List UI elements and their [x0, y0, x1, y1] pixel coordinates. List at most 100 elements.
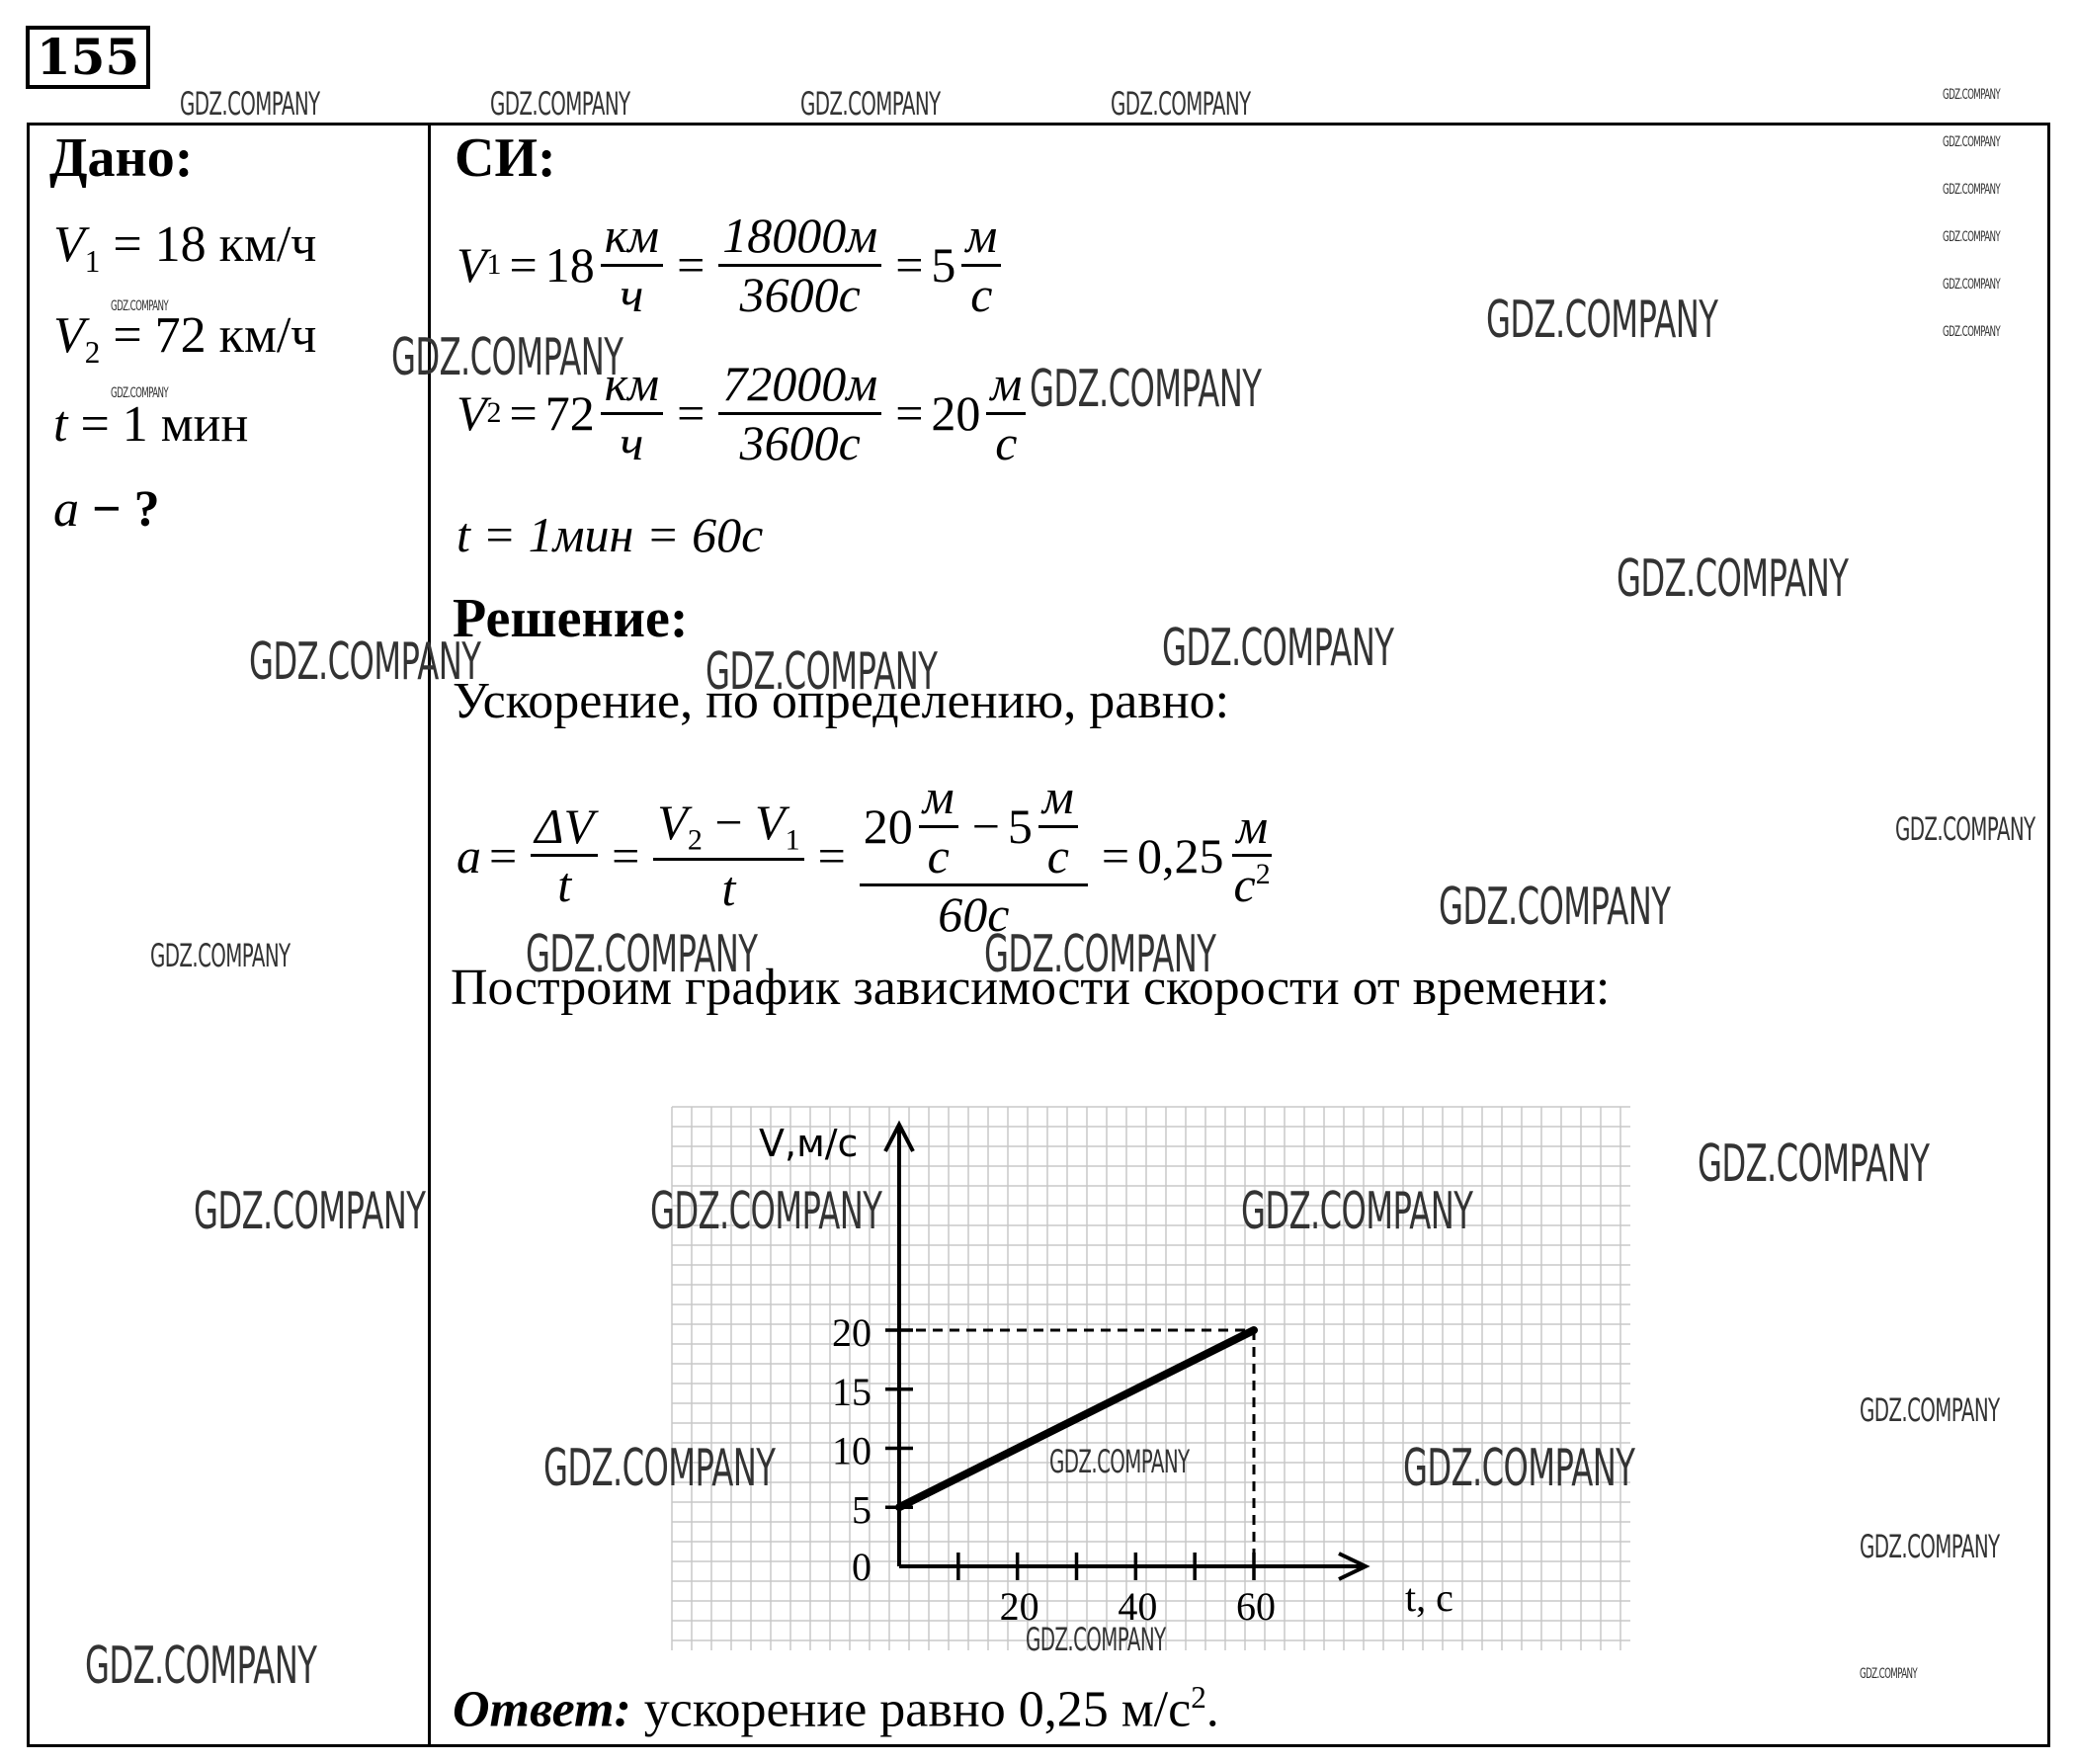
watermark: GDZ.COMPANY	[1049, 1443, 1190, 1480]
subscript: 1	[486, 248, 502, 281]
v2-symbol: V	[657, 795, 688, 850]
equals: =	[677, 385, 706, 441]
symbol: V	[53, 307, 85, 364]
given-t: t = 1 мин	[53, 395, 248, 454]
watermark: GDZ.COMPANY	[180, 85, 320, 123]
numerator: м	[1232, 800, 1273, 858]
watermark: GDZ.COMPANY	[526, 925, 758, 984]
problem-number: 155	[26, 26, 150, 89]
watermark: GDZ.COMPANY	[1860, 1666, 1918, 1682]
equals: =	[677, 237, 706, 293]
solution-intro: Ускорение, по определению, равно:	[453, 673, 1230, 729]
y-tick-label: 10	[832, 1429, 872, 1473]
watermark: GDZ.COMPANY	[1943, 277, 2001, 293]
watermark: GDZ.COMPANY	[1403, 1439, 1635, 1498]
equals: =	[895, 385, 924, 441]
result-unit: м с2	[1230, 800, 1275, 911]
given-v1: V1 = 18 км/ч	[53, 215, 316, 280]
denominator: t	[557, 857, 572, 913]
y-tick-label: 5	[852, 1487, 872, 1532]
si-title: СИ:	[455, 127, 556, 189]
watermark: GDZ.COMPANY	[1860, 1391, 2000, 1429]
symbol: a	[456, 827, 481, 883]
y-axis-label: V,м/с	[759, 1122, 858, 1165]
watermark: GDZ.COMPANY	[650, 1182, 882, 1241]
x-tick-label: 60	[1236, 1584, 1276, 1629]
numerator: км	[600, 358, 664, 415]
subscript: 2	[84, 334, 101, 370]
value: = 72 км/ч	[100, 307, 317, 364]
velocity-difference-fraction: V2 − V1 t	[653, 795, 804, 915]
watermark: GDZ.COMPANY	[1943, 324, 2001, 340]
watermark: GDZ.COMPANY	[1241, 1182, 1473, 1241]
subscript: 1	[785, 823, 800, 857]
watermark: GDZ.COMPANY	[194, 1182, 426, 1241]
given-v2: V2 = 72 км/ч	[53, 306, 316, 371]
subscript: 2	[687, 823, 703, 857]
denominator: 3600с	[739, 414, 861, 470]
equals: =	[817, 827, 846, 883]
watermark: GDZ.COMPANY	[85, 1637, 317, 1696]
given-unknown: a − ?	[53, 480, 160, 539]
watermark: GDZ.COMPANY	[1617, 549, 1849, 609]
value: = 18 км/ч	[100, 216, 317, 273]
numerator: 18000м	[718, 210, 882, 267]
y-tick-label: 0	[852, 1545, 872, 1589]
velocity-line	[895, 1326, 1258, 1512]
equals: =	[1101, 827, 1130, 883]
numerator: 72000м	[718, 358, 882, 415]
numerator: м	[961, 210, 1002, 267]
given-title: Дано:	[49, 127, 194, 189]
answer: Ответ: ускорение равно 0,25 м/с2.	[453, 1680, 1219, 1739]
watermark: GDZ.COMPANY	[249, 632, 481, 692]
v2-value: 20	[863, 798, 913, 854]
solution-title: Решение:	[453, 588, 689, 649]
watermark: GDZ.COMPANY	[1895, 810, 2035, 848]
watermark: GDZ.COMPANY	[1943, 134, 2001, 150]
symbol: V	[456, 385, 487, 441]
watermark: GDZ.COMPANY	[111, 385, 169, 401]
watermark: GDZ.COMPANY	[543, 1439, 776, 1498]
v1-symbol: V	[755, 795, 786, 850]
denominator: ч	[620, 266, 644, 322]
denominator: с2	[1230, 857, 1275, 911]
watermark: GDZ.COMPANY	[1698, 1134, 1930, 1194]
unit: с	[1233, 857, 1256, 913]
answer-text: ускорение равно 0,25 м/с	[630, 1681, 1192, 1738]
result: 5	[931, 237, 956, 293]
si-t-conversion: t = 1мин = 60с	[456, 507, 764, 562]
watermark: GDZ.COMPANY	[800, 85, 941, 123]
watermark: GDZ.COMPANY	[706, 642, 938, 702]
watermark: GDZ.COMPANY	[1162, 619, 1394, 678]
unit-den: с	[927, 827, 950, 883]
result: 0,25	[1137, 827, 1224, 883]
value: = 1 мин	[67, 396, 249, 453]
watermark: GDZ.COMPANY	[1026, 1621, 1166, 1658]
unit-fraction: км ч	[600, 358, 664, 470]
symbol: a	[53, 481, 79, 538]
numerator: V2 − V1	[653, 795, 804, 861]
watermark: GDZ.COMPANY	[984, 925, 1216, 984]
y-tick-label: 20	[832, 1310, 872, 1355]
denominator: ч	[620, 414, 644, 470]
unit-fraction: км ч	[600, 210, 664, 322]
denominator: 60с	[938, 886, 1010, 942]
subscript: 1	[84, 243, 101, 279]
x-tick-label: 20	[1000, 1584, 1039, 1629]
velocity-time-chart: 0 5 10 15 20 20 40 60 V,м/с t, с	[671, 1106, 1630, 1650]
watermark: GDZ.COMPANY	[1860, 1528, 2000, 1565]
x-tick-label: 40	[1118, 1584, 1157, 1629]
equals: =	[612, 827, 640, 883]
equals: =	[895, 237, 924, 293]
watermark: GDZ.COMPANY	[1439, 878, 1671, 937]
unit-den: с	[1046, 827, 1069, 883]
numerator: км	[600, 210, 664, 267]
x-axis-arrow	[1338, 1552, 1370, 1581]
y-tick-label: 15	[832, 1370, 872, 1414]
graph-intro: Построим график зависимости скорости от …	[451, 960, 1611, 1016]
